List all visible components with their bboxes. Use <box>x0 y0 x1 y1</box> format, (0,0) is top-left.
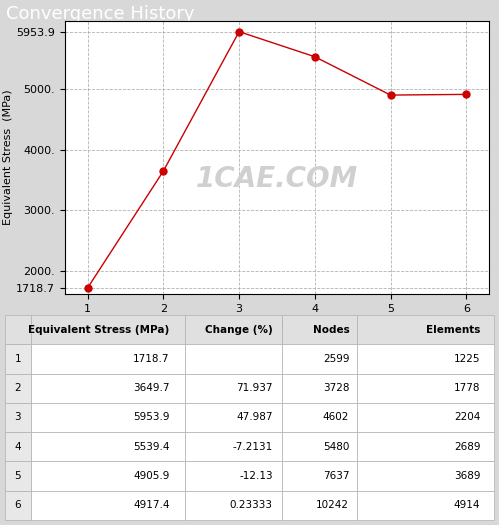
Y-axis label: Equivalent Stress  (MPa): Equivalent Stress (MPa) <box>3 90 13 225</box>
X-axis label: Solution Number: Solution Number <box>218 319 336 332</box>
Text: Convergence History: Convergence History <box>6 5 195 24</box>
Text: 1CAE.COM: 1CAE.COM <box>196 165 358 193</box>
